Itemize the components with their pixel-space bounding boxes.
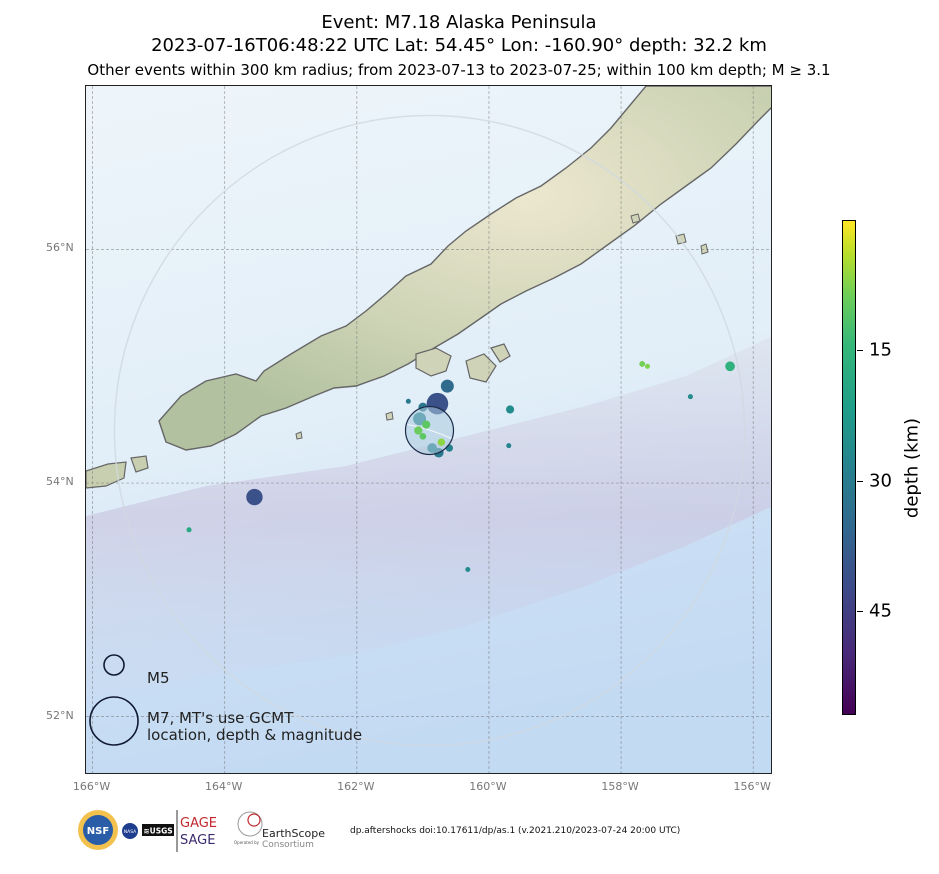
aftershock-marker[interactable]: [405, 398, 411, 404]
lon-tick-label: 160°W: [469, 780, 507, 793]
colorbar-tick: [857, 350, 863, 352]
shumagin-islands: [415, 343, 511, 383]
islets-east: [295, 213, 709, 440]
aftershock-marker[interactable]: [687, 394, 693, 400]
aftershock-marker[interactable]: [437, 438, 446, 446]
event-details: 2023-07-16T06:48:22 UTC Lat: 54.45° Lon:…: [151, 35, 767, 56]
lon-tick-label: 164°W: [205, 780, 243, 793]
legend-m5-label: M5: [147, 669, 170, 687]
colorbar-tick-label: 30: [869, 470, 892, 492]
nsf-logo: NSF: [78, 810, 118, 850]
mainshock-nodal-line: [407, 424, 452, 439]
aftershock-marker[interactable]: [639, 361, 646, 367]
aftershock-marker[interactable]: [414, 426, 423, 435]
sage-text: SAGE: [180, 833, 215, 848]
legend-m7-label-line2: location, depth & magnitude: [147, 726, 363, 744]
colorbar-tick: [857, 480, 863, 482]
partner-logos: NSF NASA ≋USGS GAGE SAGE Operated by Ear…: [78, 810, 325, 852]
aftershock-marker[interactable]: [246, 488, 263, 506]
graticule: [86, 86, 771, 773]
nsf-text: NSF: [87, 826, 109, 837]
usgs-logo: ≋USGS: [142, 824, 174, 836]
colorbar-tick-label: 15: [869, 339, 892, 361]
nasa-text: NASA: [124, 829, 137, 835]
trench-band: [86, 336, 771, 696]
legend-m7-label-line1: M7, MT's use GCMT: [147, 709, 294, 727]
aftershock-marker[interactable]: [419, 433, 427, 440]
aftershock-marker[interactable]: [644, 363, 651, 369]
consortium-text: Consortium: [262, 840, 314, 850]
map-canvas[interactable]: [86, 86, 772, 774]
lat-tick-label: 54°N: [46, 475, 74, 489]
lon-tick-label: 166°W: [72, 780, 111, 793]
map-title: Event: M7.18 Alaska Peninsula: [321, 12, 597, 33]
lon-tick-label: 162°W: [337, 780, 375, 793]
aftershock-marker[interactable]: [506, 443, 512, 449]
legend-m5-circle: [103, 654, 125, 676]
operated-by-text: Operated by: [234, 840, 260, 845]
aftershock-marker[interactable]: [725, 361, 735, 372]
earthscope-text: EarthScope: [262, 827, 325, 840]
selection-criteria: Other events within 300 km radius; from …: [87, 61, 831, 79]
events-layer[interactable]: [186, 361, 735, 572]
earthscope-logo: Operated by EarthScope Consortium: [234, 811, 325, 850]
depth-colorbar: [842, 220, 856, 715]
colorbar-label: depth (km): [901, 417, 923, 519]
aftershock-marker[interactable]: [422, 420, 431, 429]
legend-symbols: [89, 654, 139, 746]
lon-tick-label: 156°W: [733, 780, 771, 793]
legend-m7-circle: [89, 696, 139, 746]
credit-line: dp.aftershocks doi:10.17611/dp/as.1 (v.2…: [350, 826, 681, 836]
colorbar-tick: [857, 610, 863, 612]
search-radius-ring: [113, 114, 746, 747]
gage-text: GAGE: [180, 816, 217, 831]
aftershock-marker[interactable]: [440, 379, 454, 393]
nasa-logo: NASA: [122, 823, 138, 839]
aftershock-marker[interactable]: [506, 405, 515, 414]
lat-tick-label: 52°N: [46, 708, 74, 722]
colorbar-tick-label: 45: [869, 600, 892, 622]
lon-tick-label: 158°W: [601, 780, 639, 793]
map-panel[interactable]: [85, 85, 772, 774]
aftershock-marker[interactable]: [465, 566, 471, 572]
basemap: [86, 86, 771, 773]
lat-tick-label: 56°N: [46, 241, 74, 255]
aftershock-marker[interactable]: [186, 527, 192, 533]
usgs-text: ≋USGS: [143, 827, 172, 836]
alaska-peninsula: [158, 86, 771, 451]
abyssal-plain: [86, 506, 771, 773]
